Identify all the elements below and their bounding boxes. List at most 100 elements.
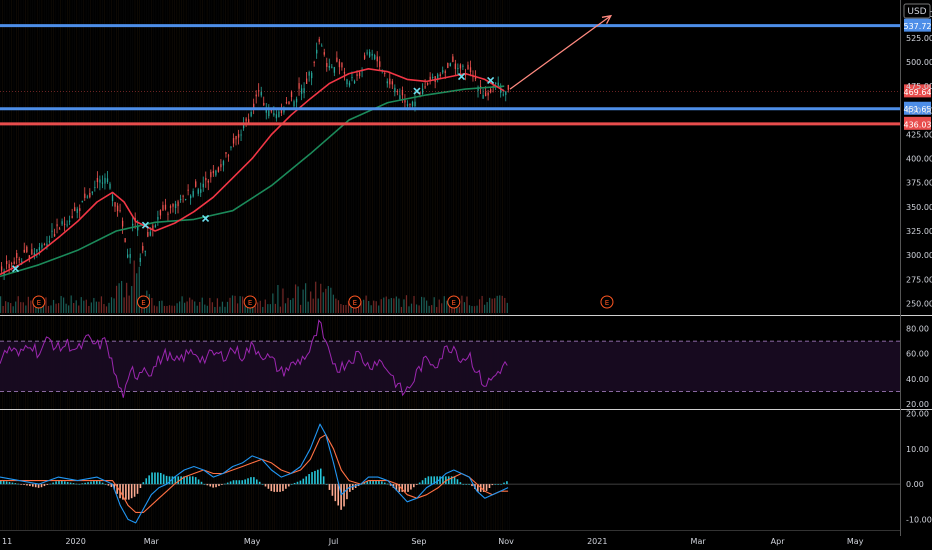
volume-bar — [453, 304, 455, 313]
candle-body — [321, 45, 323, 47]
macd-histogram-bar — [389, 484, 392, 486]
projection-arrow-head — [601, 14, 613, 24]
macd-histogram-bar — [290, 484, 293, 485]
candle-body — [404, 100, 406, 103]
macd-histogram-bar — [334, 484, 337, 502]
volume-bar — [441, 303, 443, 313]
earnings-marker-circle — [136, 295, 150, 309]
candle-body — [13, 261, 15, 264]
price-level-tag-text: 451.65 — [904, 105, 932, 114]
macd-histogram-bar — [90, 481, 92, 485]
candle-body — [391, 81, 394, 85]
macd-histogram-bar — [424, 477, 427, 485]
macd-histogram-bar — [145, 478, 148, 485]
macd-histogram-bar — [287, 484, 290, 487]
volume-bar — [163, 305, 166, 313]
macd-histogram-bar — [383, 482, 386, 485]
candle-body — [132, 223, 134, 226]
candle-body — [250, 111, 252, 117]
volume-bar — [471, 306, 473, 313]
candle-body — [174, 203, 177, 209]
volume-bar — [186, 301, 188, 313]
macd-histogram-bar — [407, 484, 409, 492]
volume-bar — [315, 281, 317, 313]
candle-body — [222, 161, 225, 166]
candle-body — [192, 191, 194, 197]
volume-bar — [448, 302, 450, 313]
macd-histogram-bar — [52, 482, 54, 485]
cross-marker — [457, 72, 466, 81]
candle-body — [484, 92, 487, 97]
volume-bar — [494, 298, 496, 313]
x-axis-tick-label: Mar — [144, 537, 160, 546]
macd-histogram-bar — [340, 484, 342, 510]
macd-histogram-bar — [101, 482, 104, 485]
candle-body — [111, 195, 114, 201]
macd-histogram-bar — [107, 484, 110, 486]
macd-histogram-bar — [177, 476, 180, 485]
rsi-pane[interactable] — [0, 319, 900, 398]
volume-bar — [0, 296, 2, 313]
volume-bar — [171, 305, 173, 313]
macd-histogram-bar — [401, 484, 404, 492]
candle-body — [255, 94, 257, 97]
volume-bar — [158, 301, 161, 313]
macd-pane[interactable] — [0, 423, 900, 524]
macd-histogram-bar — [415, 484, 418, 485]
macd-axis-tick-label: -10.00 — [906, 515, 932, 524]
volume-bar — [380, 299, 382, 313]
volume-bar — [446, 300, 448, 313]
price-axis-tick-label: 300.00 — [906, 251, 932, 260]
candle-body — [290, 91, 293, 98]
candle-body — [452, 56, 454, 62]
volume-bar — [277, 285, 279, 313]
earnings-marker-label: E — [353, 299, 357, 307]
macd-histogram-bar — [87, 482, 89, 485]
macd-histogram-bar — [468, 484, 470, 485]
candle-body — [119, 210, 121, 212]
volume-bar — [423, 297, 425, 313]
macd-histogram-bar — [285, 484, 287, 489]
candle-body — [394, 87, 396, 93]
price-level-tag-bg — [904, 84, 931, 98]
macd-histogram-bar — [447, 476, 450, 485]
candle-body — [369, 51, 371, 57]
volume-bar — [373, 300, 375, 313]
macd-histogram-bar — [127, 484, 130, 500]
volume-bar — [499, 295, 501, 313]
earnings-marker[interactable]: E — [243, 295, 257, 309]
volume-bar — [166, 306, 168, 313]
volume-bar — [22, 302, 24, 313]
volume-bar — [103, 304, 105, 313]
volume-bar — [458, 306, 461, 313]
macd-histogram-bar — [151, 472, 153, 485]
macd-histogram-bar — [381, 481, 383, 485]
macd-histogram-bar — [363, 482, 366, 485]
earnings-marker[interactable]: E — [348, 295, 362, 309]
earnings-marker[interactable]: E — [447, 295, 461, 309]
macd-histogram-bar — [174, 476, 177, 485]
macd-histogram-bar — [238, 480, 241, 485]
volume-bar — [2, 305, 4, 313]
earnings-marker[interactable]: E — [32, 295, 46, 309]
earnings-marker[interactable]: E — [136, 295, 150, 309]
candle-body — [162, 205, 164, 211]
volume-bar — [272, 293, 274, 313]
macd-histogram-bar — [5, 481, 8, 485]
candle-body — [43, 243, 46, 246]
macd-histogram-bar — [375, 480, 377, 485]
volume-bar — [269, 304, 271, 313]
macd-histogram-bar — [226, 482, 229, 485]
price-axis-tick-label: 325.00 — [906, 227, 932, 236]
earnings-marker-label: E — [248, 299, 252, 307]
projection-arrow[interactable] — [509, 14, 613, 90]
macd-histogram-bar — [439, 476, 441, 485]
candle-body — [56, 224, 58, 227]
rsi-axis-tick-label: 80.00 — [906, 325, 929, 334]
candle-body — [11, 263, 13, 265]
macd-histogram-bar — [410, 484, 412, 490]
earnings-marker[interactable]: E — [600, 295, 614, 309]
candle-body — [167, 213, 169, 215]
volume-bar — [294, 284, 297, 313]
